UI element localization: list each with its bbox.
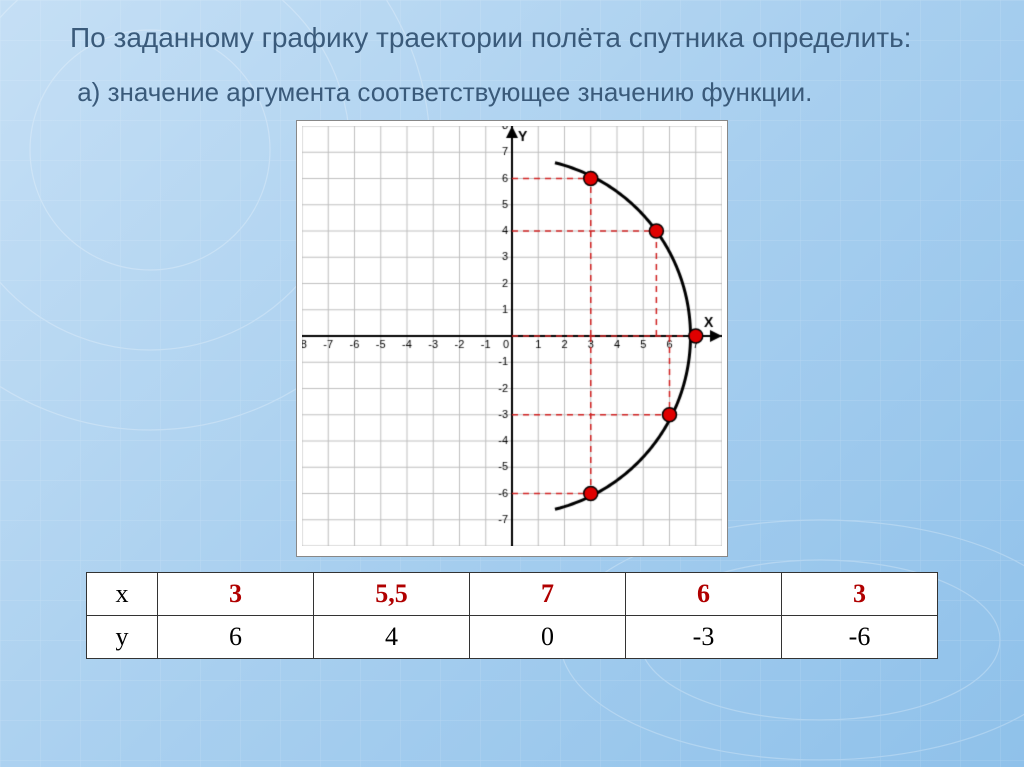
data-table-container: x 3 5,5 7 6 3 y 6 4 0 -3 -6 xyxy=(70,572,954,659)
row-label-x: x xyxy=(87,573,158,616)
slide-title: По заданному графику траектории полёта с… xyxy=(70,20,954,56)
table-row: y 6 4 0 -3 -6 xyxy=(87,616,938,659)
data-table: x 3 5,5 7 6 3 y 6 4 0 -3 -6 xyxy=(86,572,938,659)
row-label-y: y xyxy=(87,616,158,659)
y-cell: 4 xyxy=(314,616,470,659)
y-cell: -3 xyxy=(626,616,782,659)
y-cell: 6 xyxy=(158,616,314,659)
slide: По заданному графику траектории полёта с… xyxy=(0,0,1024,767)
chart-box xyxy=(296,120,728,557)
x-cell: 5,5 xyxy=(314,573,470,616)
table-row: x 3 5,5 7 6 3 xyxy=(87,573,938,616)
chart-container xyxy=(70,120,954,557)
slide-subtitle: а) значение аргумента соответствующее зн… xyxy=(70,76,954,110)
x-cell: 3 xyxy=(158,573,314,616)
y-cell: 0 xyxy=(470,616,626,659)
x-cell: 3 xyxy=(782,573,938,616)
trajectory-chart xyxy=(302,126,722,546)
x-cell: 6 xyxy=(626,573,782,616)
x-cell: 7 xyxy=(470,573,626,616)
y-cell: -6 xyxy=(782,616,938,659)
